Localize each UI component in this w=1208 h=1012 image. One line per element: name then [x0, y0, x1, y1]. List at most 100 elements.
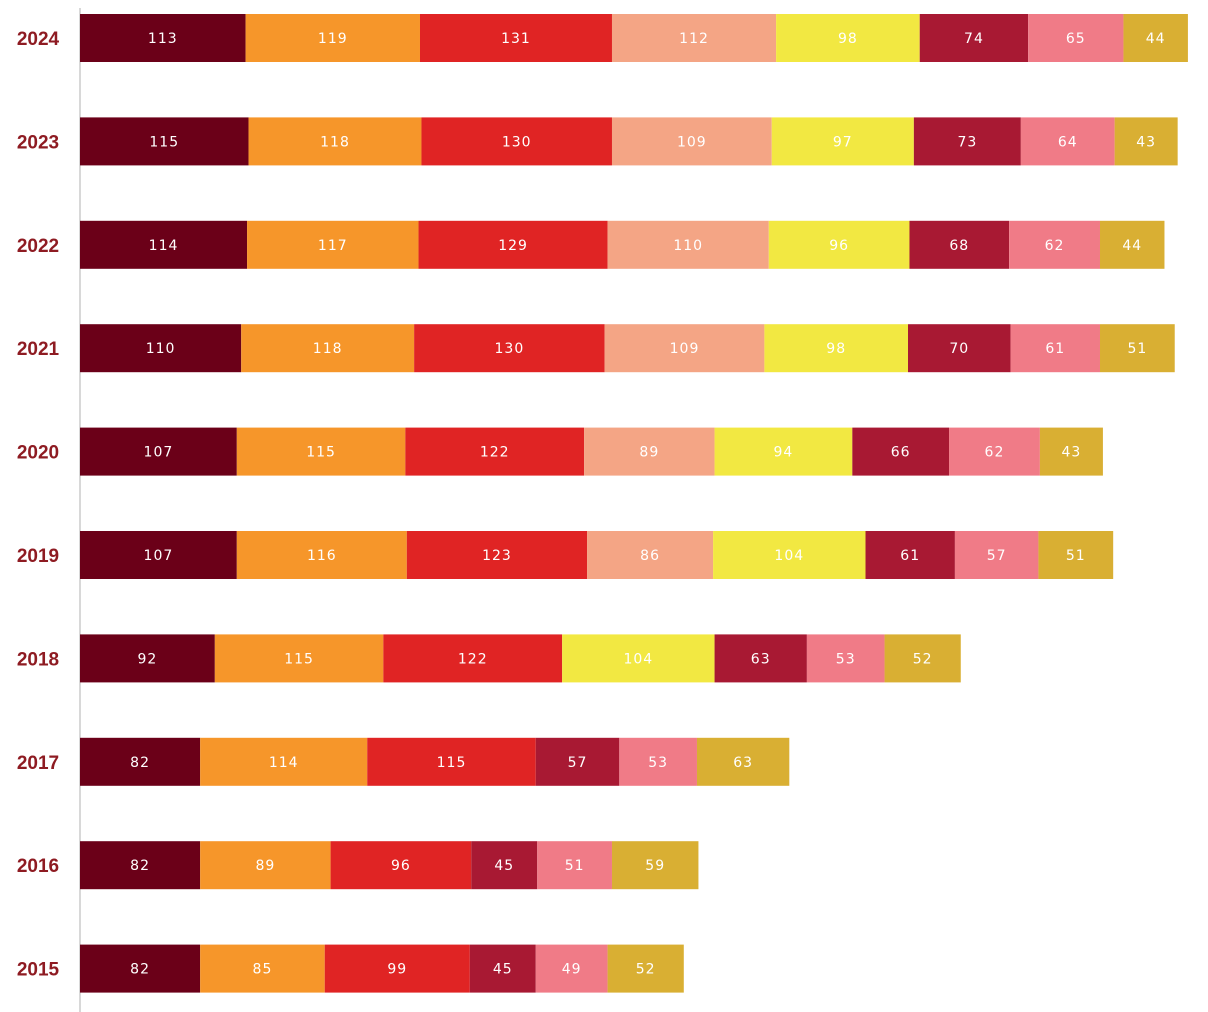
- bar-segment: [1099, 220, 1165, 269]
- segment-value-label: 99: [387, 962, 407, 978]
- bar-segment: [884, 634, 961, 683]
- bar-segment: [200, 737, 368, 786]
- bar-segment: [1099, 324, 1175, 373]
- segment-value-label: 107: [144, 548, 174, 564]
- year-label: 2022: [17, 236, 59, 257]
- bar-segment: [768, 220, 910, 269]
- bar-segment: [611, 14, 777, 62]
- segment-value-label: 57: [987, 548, 1007, 564]
- segment-value-label: 64: [1058, 134, 1078, 150]
- segment-value-label: 109: [677, 134, 707, 150]
- segment-value-label: 92: [137, 651, 157, 667]
- segment-value-label: 86: [640, 548, 660, 564]
- segment-value-label: 70: [949, 341, 969, 357]
- bar-row-2015: 2015 82 85 99 45 49 52: [17, 944, 684, 993]
- bar-segment: [330, 841, 472, 890]
- segment-value-label: 51: [565, 858, 585, 874]
- bar-segment: [584, 427, 715, 476]
- year-label: 2015: [17, 960, 60, 981]
- segment-value-label: 82: [130, 858, 150, 874]
- segment-value-label: 52: [913, 651, 933, 667]
- segment-value-label: 43: [1136, 134, 1156, 150]
- segment-value-label: 110: [673, 238, 703, 254]
- segment-value-label: 98: [826, 341, 846, 357]
- segment-value-label: 53: [836, 651, 856, 667]
- segment-value-label: 52: [636, 962, 656, 978]
- bar-segment: [696, 737, 790, 786]
- segment-value-label: 115: [437, 755, 467, 771]
- segment-value-label: 107: [144, 445, 174, 461]
- segment-value-label: 131: [501, 31, 531, 47]
- bar-segment: [80, 427, 237, 476]
- bar-segment: [406, 531, 588, 579]
- bar-segment: [908, 324, 1011, 373]
- segment-value-label: 115: [306, 445, 336, 461]
- year-label: 2016: [17, 856, 59, 877]
- segment-value-label: 82: [130, 962, 150, 978]
- year-label: 2017: [17, 753, 59, 774]
- segment-value-label: 44: [1146, 31, 1166, 47]
- bar-segment: [421, 117, 612, 166]
- bar-rows: 2024 113 119 131 112 98 74 65 44 2023 115 118 130 109…: [17, 14, 1188, 993]
- segment-value-label: 63: [733, 755, 753, 771]
- bar-segment: [852, 427, 950, 476]
- segment-value-label: 53: [648, 755, 668, 771]
- segment-value-label: 62: [1045, 238, 1065, 254]
- segment-value-label: 104: [623, 651, 653, 667]
- bar-segment: [80, 737, 201, 786]
- bar-segment: [713, 531, 866, 579]
- bar-row-2016: 2016 82 89 96 45 51 59: [17, 841, 699, 890]
- segment-value-label: 114: [149, 238, 179, 254]
- bar-segment: [405, 427, 585, 476]
- segment-value-label: 73: [957, 134, 977, 150]
- segment-value-label: 45: [494, 858, 514, 874]
- year-label: 2024: [17, 29, 60, 50]
- bar-segment: [1010, 324, 1100, 373]
- segment-value-label: 49: [562, 962, 582, 978]
- segment-value-label: 122: [458, 651, 488, 667]
- segment-value-label: 104: [774, 548, 804, 564]
- bar-segment: [80, 531, 237, 579]
- bar-segment: [1038, 531, 1114, 579]
- segment-value-label: 113: [148, 31, 178, 47]
- bar-segment: [248, 117, 422, 166]
- segment-value-label: 116: [307, 548, 337, 564]
- segment-value-label: 130: [495, 341, 525, 357]
- bar-segment: [909, 220, 1010, 269]
- segment-value-label: 45: [493, 962, 513, 978]
- segment-value-label: 68: [949, 238, 969, 254]
- bar-row-2024: 2024 113 119 131 112 98 74 65 44: [17, 14, 1188, 62]
- segment-value-label: 115: [284, 651, 314, 667]
- bar-segment: [1009, 220, 1100, 269]
- bar-segment: [865, 531, 955, 579]
- bar-segment: [80, 220, 248, 269]
- segment-value-label: 85: [253, 962, 273, 978]
- year-label: 2023: [17, 132, 59, 153]
- bar-segment: [236, 531, 407, 579]
- segment-value-label: 112: [679, 31, 709, 47]
- year-label: 2021: [17, 339, 60, 360]
- segment-value-label: 96: [829, 238, 849, 254]
- bar-segment: [535, 944, 608, 993]
- segment-value-label: 94: [774, 445, 794, 461]
- segment-value-label: 51: [1127, 341, 1147, 357]
- bar-segment: [324, 944, 470, 993]
- segment-value-label: 118: [313, 341, 343, 357]
- segment-value-label: 123: [482, 548, 512, 564]
- segment-value-label: 115: [149, 134, 179, 150]
- bar-segment: [420, 14, 612, 62]
- segment-value-label: 118: [320, 134, 350, 150]
- segment-value-label: 51: [1066, 548, 1086, 564]
- bar-segment: [80, 634, 215, 683]
- segment-value-label: 59: [645, 858, 665, 874]
- bar-segment: [949, 427, 1040, 476]
- bar-segment: [469, 944, 536, 993]
- bar-segment: [619, 737, 697, 786]
- segment-value-label: 129: [498, 238, 528, 254]
- bar-segment: [1123, 14, 1188, 62]
- year-label: 2019: [17, 546, 59, 567]
- bar-segment: [607, 220, 769, 269]
- bar-row-2017: 2017 82 114 115 57 53 63: [17, 737, 790, 786]
- bar-segment: [611, 117, 772, 166]
